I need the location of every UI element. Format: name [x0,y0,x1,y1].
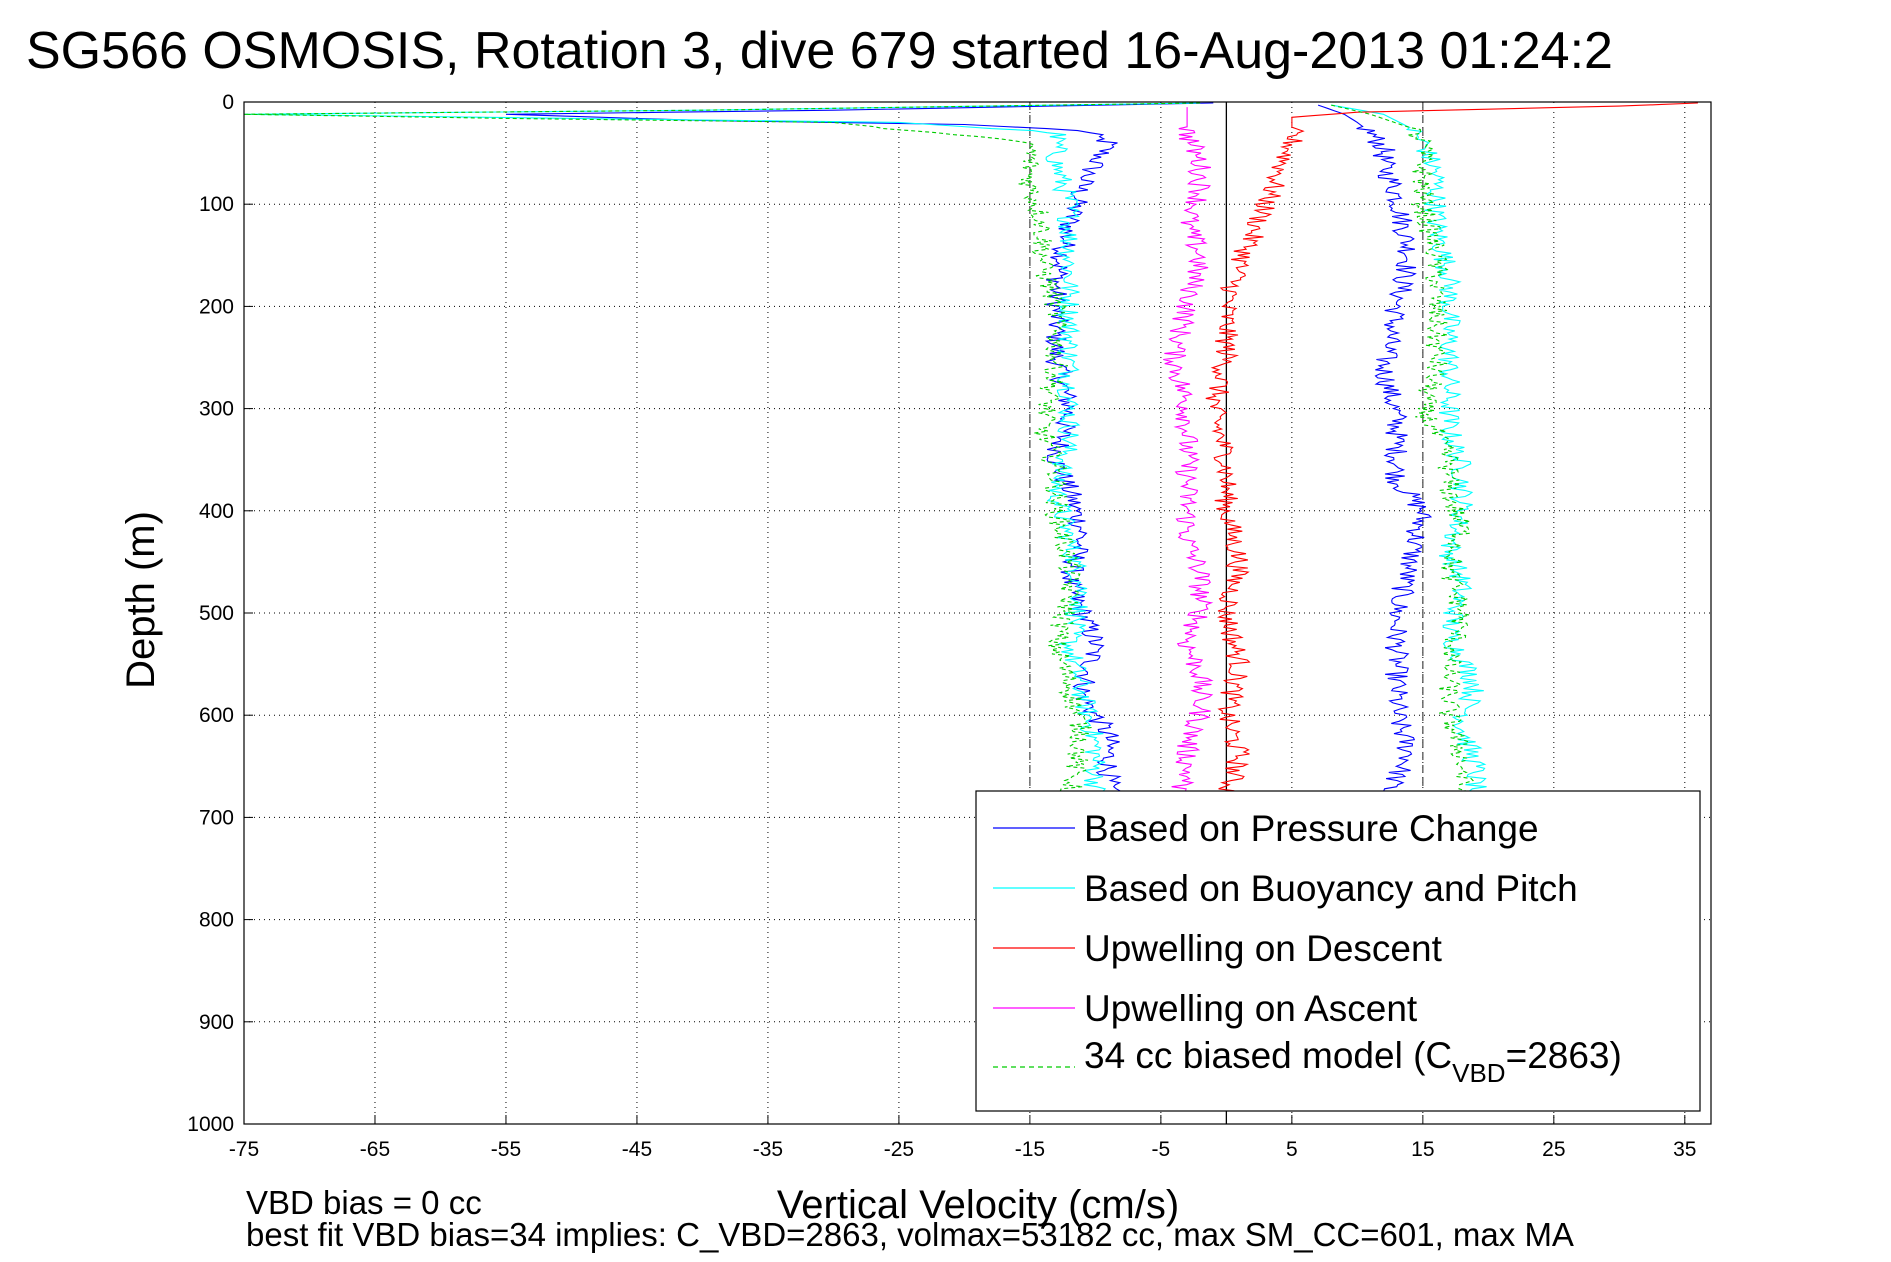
series-line-based-on-buoyancy-and-pitch [243,102,1201,798]
x-tick-label: 25 [1542,1138,1565,1161]
series-line-based-on-pressure-change [1317,104,1433,798]
series-line-upwelling-on-descent [1205,102,1698,798]
series-line-upwelling-on-ascent [1163,107,1214,798]
legend-label-model: 34 cc biased model (CVBD=2863) [1084,1035,1622,1088]
y-tick-label: 900 [199,1011,234,1034]
series-upwelling-on-descent [1205,102,1698,798]
y-axis-label: Depth (m) [119,511,163,689]
series-line-34-cc-biased-model [243,102,1201,798]
y-tick-label: 300 [199,398,234,421]
x-tick-label: -25 [884,1138,914,1161]
y-tick-label: 200 [199,295,234,318]
y-tick-label: 100 [199,193,234,216]
y-tick-label: 500 [199,602,234,625]
x-tick-label: -45 [622,1138,652,1161]
series-line-based-on-buoyancy-and-pitch [1331,104,1488,798]
legend-label-based-on-buoyancy-and-pitch: Based on Buoyancy and Pitch [1084,868,1578,909]
series-upwelling-on-ascent [1163,107,1214,798]
series-based-on-buoyancy-and-pitch [243,102,1488,798]
y-tick-label: 0 [222,91,234,114]
legend-entries: Based on Pressure Change Based on Buoyanc… [993,808,1578,1029]
chart-title: SG566 OSMOSIS, Rotation 3, dive 679 star… [26,22,1613,80]
y-tick-label: 400 [199,500,234,523]
y-tick-labels: 0 100 200 300 400 500 600 700 800 900 1000 [187,91,234,1136]
legend-label-upwelling-on-descent: Upwelling on Descent [1084,928,1443,969]
x-tick-label: -55 [491,1138,521,1161]
series-line-based-on-pressure-change [505,102,1214,798]
x-tick-label: -15 [1015,1138,1045,1161]
legend: Based on Pressure Change Based on Buoyanc… [975,790,1701,1112]
x-axis-label: Vertical Velocity (cm/s) [777,1183,1179,1227]
x-tick-label: -5 [1152,1138,1171,1161]
legend-label-based-on-pressure-change: Based on Pressure Change [1084,808,1539,849]
y-tick-label: 700 [199,806,234,829]
y-tick-label: 1000 [187,1113,234,1136]
x-tick-label: -35 [753,1138,783,1161]
y-tick-label: 800 [199,909,234,932]
x-tick-label: -65 [360,1138,390,1161]
legend-label-upwelling-on-ascent: Upwelling on Ascent [1084,988,1418,1029]
y-tick-label: 600 [199,704,234,727]
series-34-cc-biased-model [243,102,1474,798]
series-line-34-cc-biased-model [1331,104,1474,798]
x-tick-label: 5 [1286,1138,1298,1161]
data-series [243,102,1698,798]
x-tick-labels: -75 -65 -55 -45 -35 -25 -15 -5 5 15 25 35 [229,1138,1697,1161]
footer-vbd-bias: VBD bias = 0 cc [246,1184,482,1221]
x-tick-label: 35 [1673,1138,1696,1161]
x-tick-label: -75 [229,1138,259,1161]
plot-frame [243,101,1712,1125]
footer-best-fit: best fit VBD bias=34 implies: C_VBD=2863… [246,1216,1574,1253]
legend-box [975,790,1701,1112]
series-based-on-pressure-change [505,102,1433,798]
x-tick-label: 15 [1411,1138,1434,1161]
